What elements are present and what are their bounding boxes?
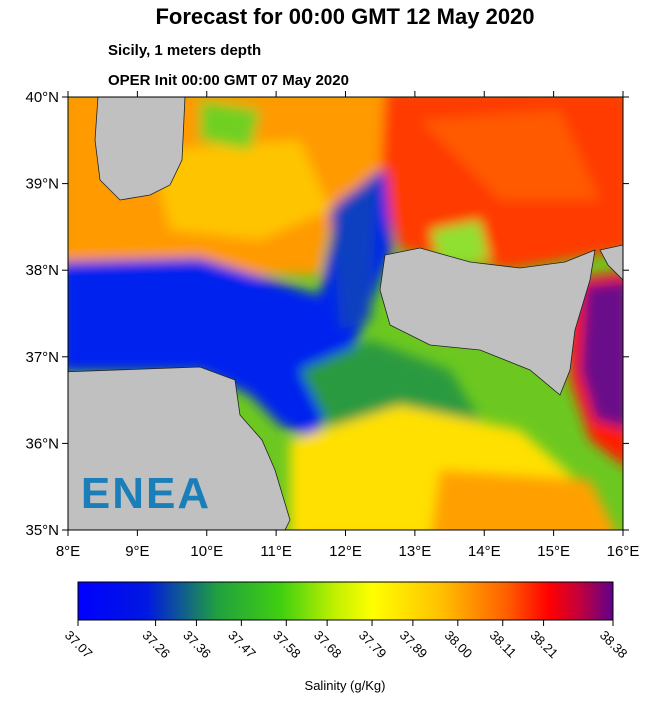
- y-tick-label: 35°N: [25, 522, 59, 539]
- colorbar: [77, 581, 614, 621]
- x-tick-label: 13°E: [399, 543, 432, 560]
- y-tick-label: 36°N: [25, 435, 59, 452]
- y-tick-label: 40°N: [25, 89, 59, 106]
- title: Forecast for 00:00 GMT 12 May 2020: [155, 4, 534, 29]
- colorbar-tick-label: 37.89: [397, 628, 431, 662]
- x-tick-label: 15°E: [537, 543, 570, 560]
- colorbar-tick-label: 37.36: [180, 628, 214, 662]
- colorbar-tick-label: 37.26: [139, 628, 173, 662]
- colorbar-tick-label: 37.68: [311, 628, 345, 662]
- colorbar-tick-label: 37.07: [62, 628, 96, 662]
- x-tick-label: 12°E: [329, 543, 362, 560]
- subtitle: Sicily, 1 meters depth: [108, 42, 261, 59]
- y-tick-label: 37°N: [25, 349, 59, 366]
- salinity-field: [68, 97, 623, 530]
- x-tick-label: 14°E: [468, 543, 501, 560]
- logo: ENEA: [81, 469, 211, 518]
- y-tick-label: 38°N: [25, 262, 59, 279]
- colorbar-tick-label: 38.00: [442, 628, 476, 662]
- colorbar-tick-label: 38.38: [597, 628, 631, 662]
- x-tick-label: 8°E: [56, 543, 80, 560]
- y-tick-label: 39°N: [25, 176, 59, 193]
- colorbar-tick-label: 37.47: [225, 628, 259, 662]
- x-tick-label: 11°E: [260, 543, 292, 560]
- colorbar-tick-label: 37.58: [270, 628, 304, 662]
- x-tick-label: 9°E: [125, 543, 149, 560]
- colorbar-tick-label: 37.79: [356, 628, 390, 662]
- colorbar-tick-label: 38.21: [527, 628, 561, 662]
- x-tick-label: 16°E: [607, 543, 640, 560]
- init-time: OPER Init 00:00 GMT 07 May 2020: [108, 72, 349, 89]
- colorbar-label: Salinity (g/Kg): [305, 678, 386, 693]
- x-tick-label: 10°E: [190, 543, 223, 560]
- colorbar-tick-label: 38.11: [487, 628, 520, 661]
